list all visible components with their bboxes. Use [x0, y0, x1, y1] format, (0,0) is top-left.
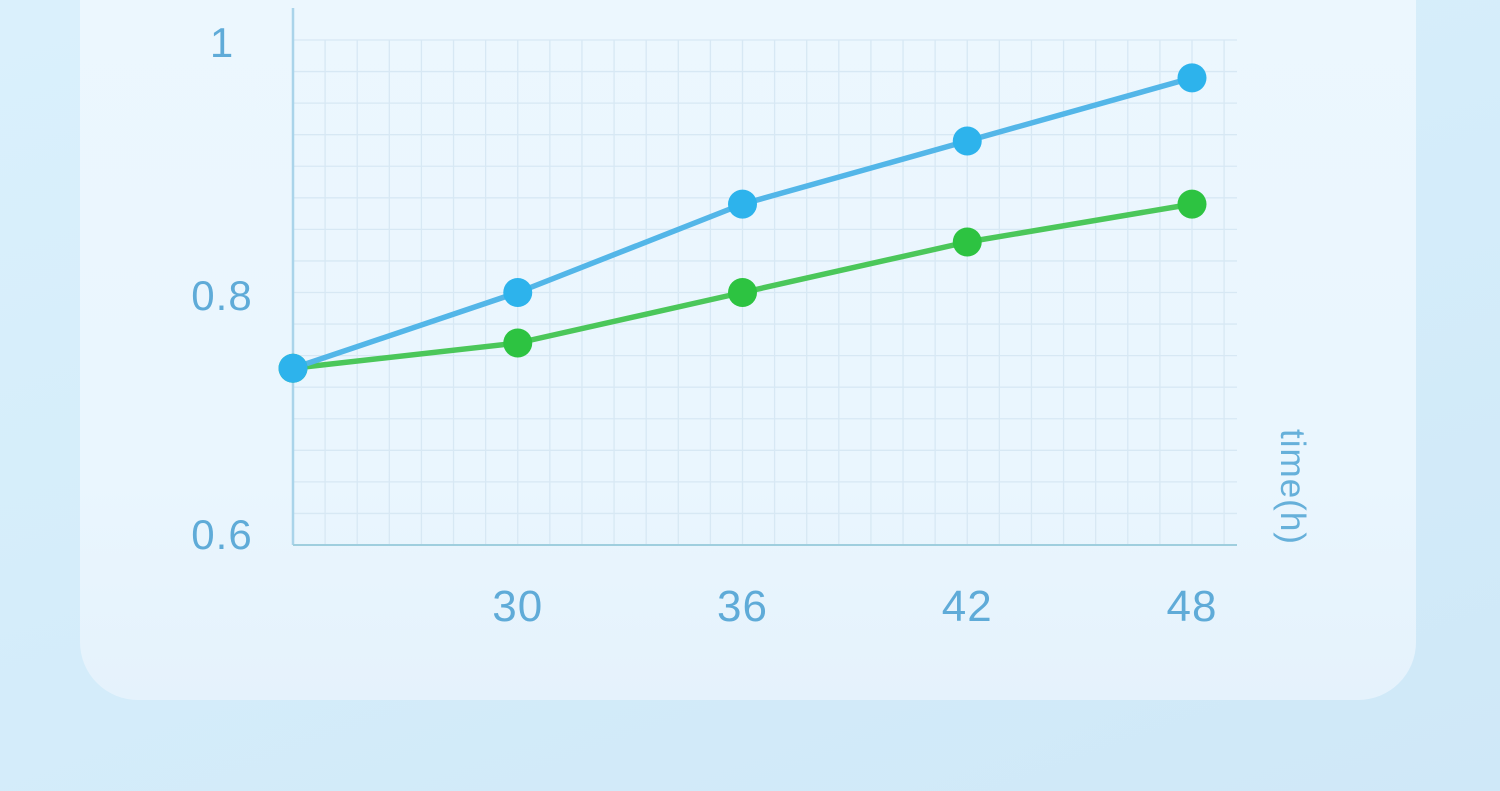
chart-card	[80, 0, 1416, 700]
x-tick-label: 30	[492, 582, 544, 631]
blue-series-point	[952, 126, 982, 156]
y-tick-label: 0.8	[191, 271, 253, 319]
green-series-point	[1177, 189, 1207, 219]
x-tick-label: 36	[717, 582, 768, 631]
blue-series-point	[1177, 63, 1207, 93]
x-tick-label: 42	[941, 582, 993, 631]
x-tick-label: 48	[1166, 582, 1218, 631]
green-series-point	[728, 278, 757, 307]
blue-series-point	[278, 353, 308, 383]
y-tick-label: 0.6	[191, 511, 253, 558]
y-tick-label: 1	[209, 19, 235, 66]
x-axis-title: time(h)	[1273, 429, 1312, 545]
blue-series-point	[503, 278, 533, 307]
green-series-point	[503, 328, 533, 358]
green-series-point	[952, 227, 982, 257]
blue-series-point	[728, 189, 757, 219]
